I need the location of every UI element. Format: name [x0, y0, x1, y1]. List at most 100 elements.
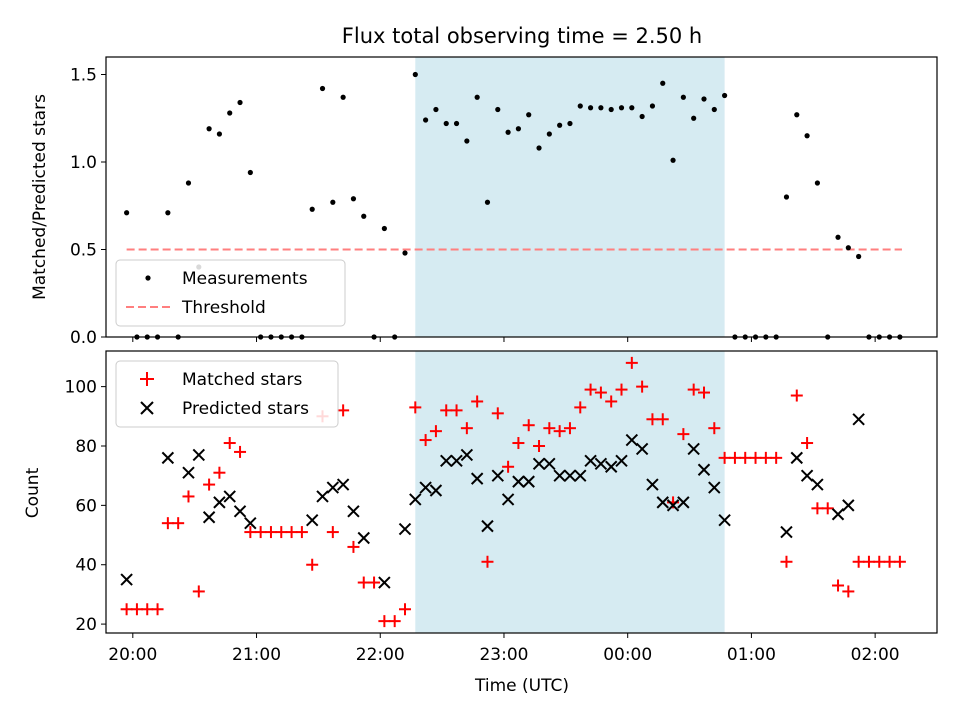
measurement-point	[330, 199, 336, 205]
predicted-stars-point	[470, 472, 484, 485]
matched-stars-point	[244, 526, 257, 539]
predicted-stars-point	[553, 469, 566, 482]
measurement-point	[381, 225, 387, 232]
measurement-point	[577, 103, 583, 109]
chart-title: Flux total observing time = 2.50 h	[342, 24, 702, 48]
measurement-point	[484, 199, 491, 205]
predicted-stars-point	[440, 454, 453, 468]
matched-stars-point	[770, 451, 783, 464]
measurement-point	[567, 120, 573, 127]
matched-stars-point	[326, 526, 339, 539]
matched-stars-point	[883, 555, 896, 568]
top-y-tick-label: 1.0	[70, 153, 97, 173]
predicted-stars-point	[398, 522, 412, 536]
legend-predicted-marker	[140, 401, 154, 415]
predicted-stars-point	[646, 478, 659, 491]
predicted-stars-point	[326, 481, 340, 494]
predicted-stars-point	[594, 457, 608, 471]
measurement-point	[856, 253, 862, 260]
legend-measurements-label: Measurements	[182, 269, 308, 289]
matched-stars-point	[337, 404, 350, 417]
measurement-point	[505, 129, 511, 135]
bottom-legend-box	[115, 360, 339, 428]
predicted-stars-point	[512, 475, 525, 488]
matched-stars-point	[687, 383, 700, 396]
predicted-stars-point	[501, 493, 515, 506]
matched-stars-point	[460, 422, 473, 435]
matched-stars-point	[790, 389, 803, 402]
matched-stars-point	[419, 434, 432, 447]
measurement-point	[237, 99, 243, 106]
predicted-stars-point	[831, 508, 845, 521]
predicted-stars-point	[419, 481, 432, 494]
measurement-point	[443, 120, 449, 127]
matched-stars-point	[605, 395, 618, 408]
legend-matched-marker	[140, 372, 154, 386]
measurement-point	[206, 126, 212, 132]
matched-stars-point	[368, 576, 381, 589]
matched-stars-point	[739, 451, 752, 464]
legend-predicted-label: Predicted stars	[182, 399, 309, 419]
predicted-stars-point	[697, 463, 711, 476]
matched-stars-point	[697, 386, 710, 399]
predicted-stars-point	[409, 493, 422, 506]
matched-stars-point	[615, 383, 628, 396]
matched-stars-point	[182, 490, 195, 503]
matched-stars-point	[656, 413, 669, 426]
measurement-point	[423, 117, 429, 123]
matched-stars-point	[512, 437, 525, 450]
matched-stars-point	[842, 585, 855, 598]
matched-stars-point	[295, 526, 308, 539]
measurement-point	[536, 145, 542, 151]
measurement-point	[412, 71, 418, 78]
measurement-point	[453, 120, 460, 127]
measurement-point	[649, 103, 656, 109]
top-y-axis-label: Matched/Predicted stars	[30, 94, 50, 300]
measurement-point	[722, 92, 728, 99]
matched-stars-point	[801, 437, 814, 450]
top-y-tick-label: 0.0	[70, 328, 97, 348]
predicted-stars-point	[543, 457, 556, 471]
predicted-stars-point	[522, 475, 535, 488]
predicted-stars-point	[708, 481, 721, 494]
measurement-point	[814, 180, 821, 186]
matched-stars-point	[306, 558, 319, 571]
measurement-point	[319, 85, 326, 92]
predicted-stars-point	[244, 516, 257, 530]
measurement-point	[216, 131, 223, 137]
bottom-y-tick-label: 100	[65, 378, 97, 398]
bottom-axes-frame	[105, 350, 938, 634]
matched-stars-point	[646, 413, 659, 426]
predicted-stars-point	[481, 519, 494, 533]
matched-stars-point	[543, 422, 556, 435]
predicted-stars-point	[460, 448, 474, 462]
measurement-point	[309, 206, 315, 212]
predicted-stars-point	[347, 505, 360, 518]
predicted-stars-point	[202, 511, 216, 524]
measurement-point	[794, 112, 800, 118]
measurement-point	[598, 105, 604, 111]
matched-stars-point	[718, 451, 731, 464]
measurement-point	[350, 196, 357, 202]
predicted-stars-point	[182, 466, 195, 479]
legend-threshold-label: Threshold	[181, 298, 266, 318]
matched-stars-point	[398, 603, 411, 616]
matched-stars-point	[234, 445, 247, 458]
top-y-tick-label: 0.5	[70, 241, 97, 261]
matched-stars-point	[223, 437, 236, 450]
matched-stars-point	[893, 555, 906, 568]
predicted-stars-point	[233, 505, 247, 518]
measurement-point	[845, 245, 851, 251]
measurement-point	[629, 105, 635, 111]
measurement-point	[433, 106, 439, 113]
matched-stars-point	[151, 603, 164, 616]
matched-stars-point	[275, 526, 288, 539]
matched-stars-point	[450, 404, 463, 417]
predicted-stars-point	[574, 469, 587, 482]
x-axis-label: Time (UTC)	[474, 676, 569, 696]
matched-stars-point	[780, 555, 793, 568]
predicted-stars-point	[656, 496, 669, 509]
matched-stars-point	[708, 422, 721, 435]
shaded-observing-span-bottom	[415, 351, 725, 633]
matched-stars-point	[594, 386, 607, 399]
